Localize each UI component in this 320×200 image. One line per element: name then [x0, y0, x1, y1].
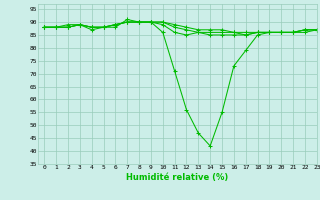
X-axis label: Humidité relative (%): Humidité relative (%) [126, 173, 229, 182]
